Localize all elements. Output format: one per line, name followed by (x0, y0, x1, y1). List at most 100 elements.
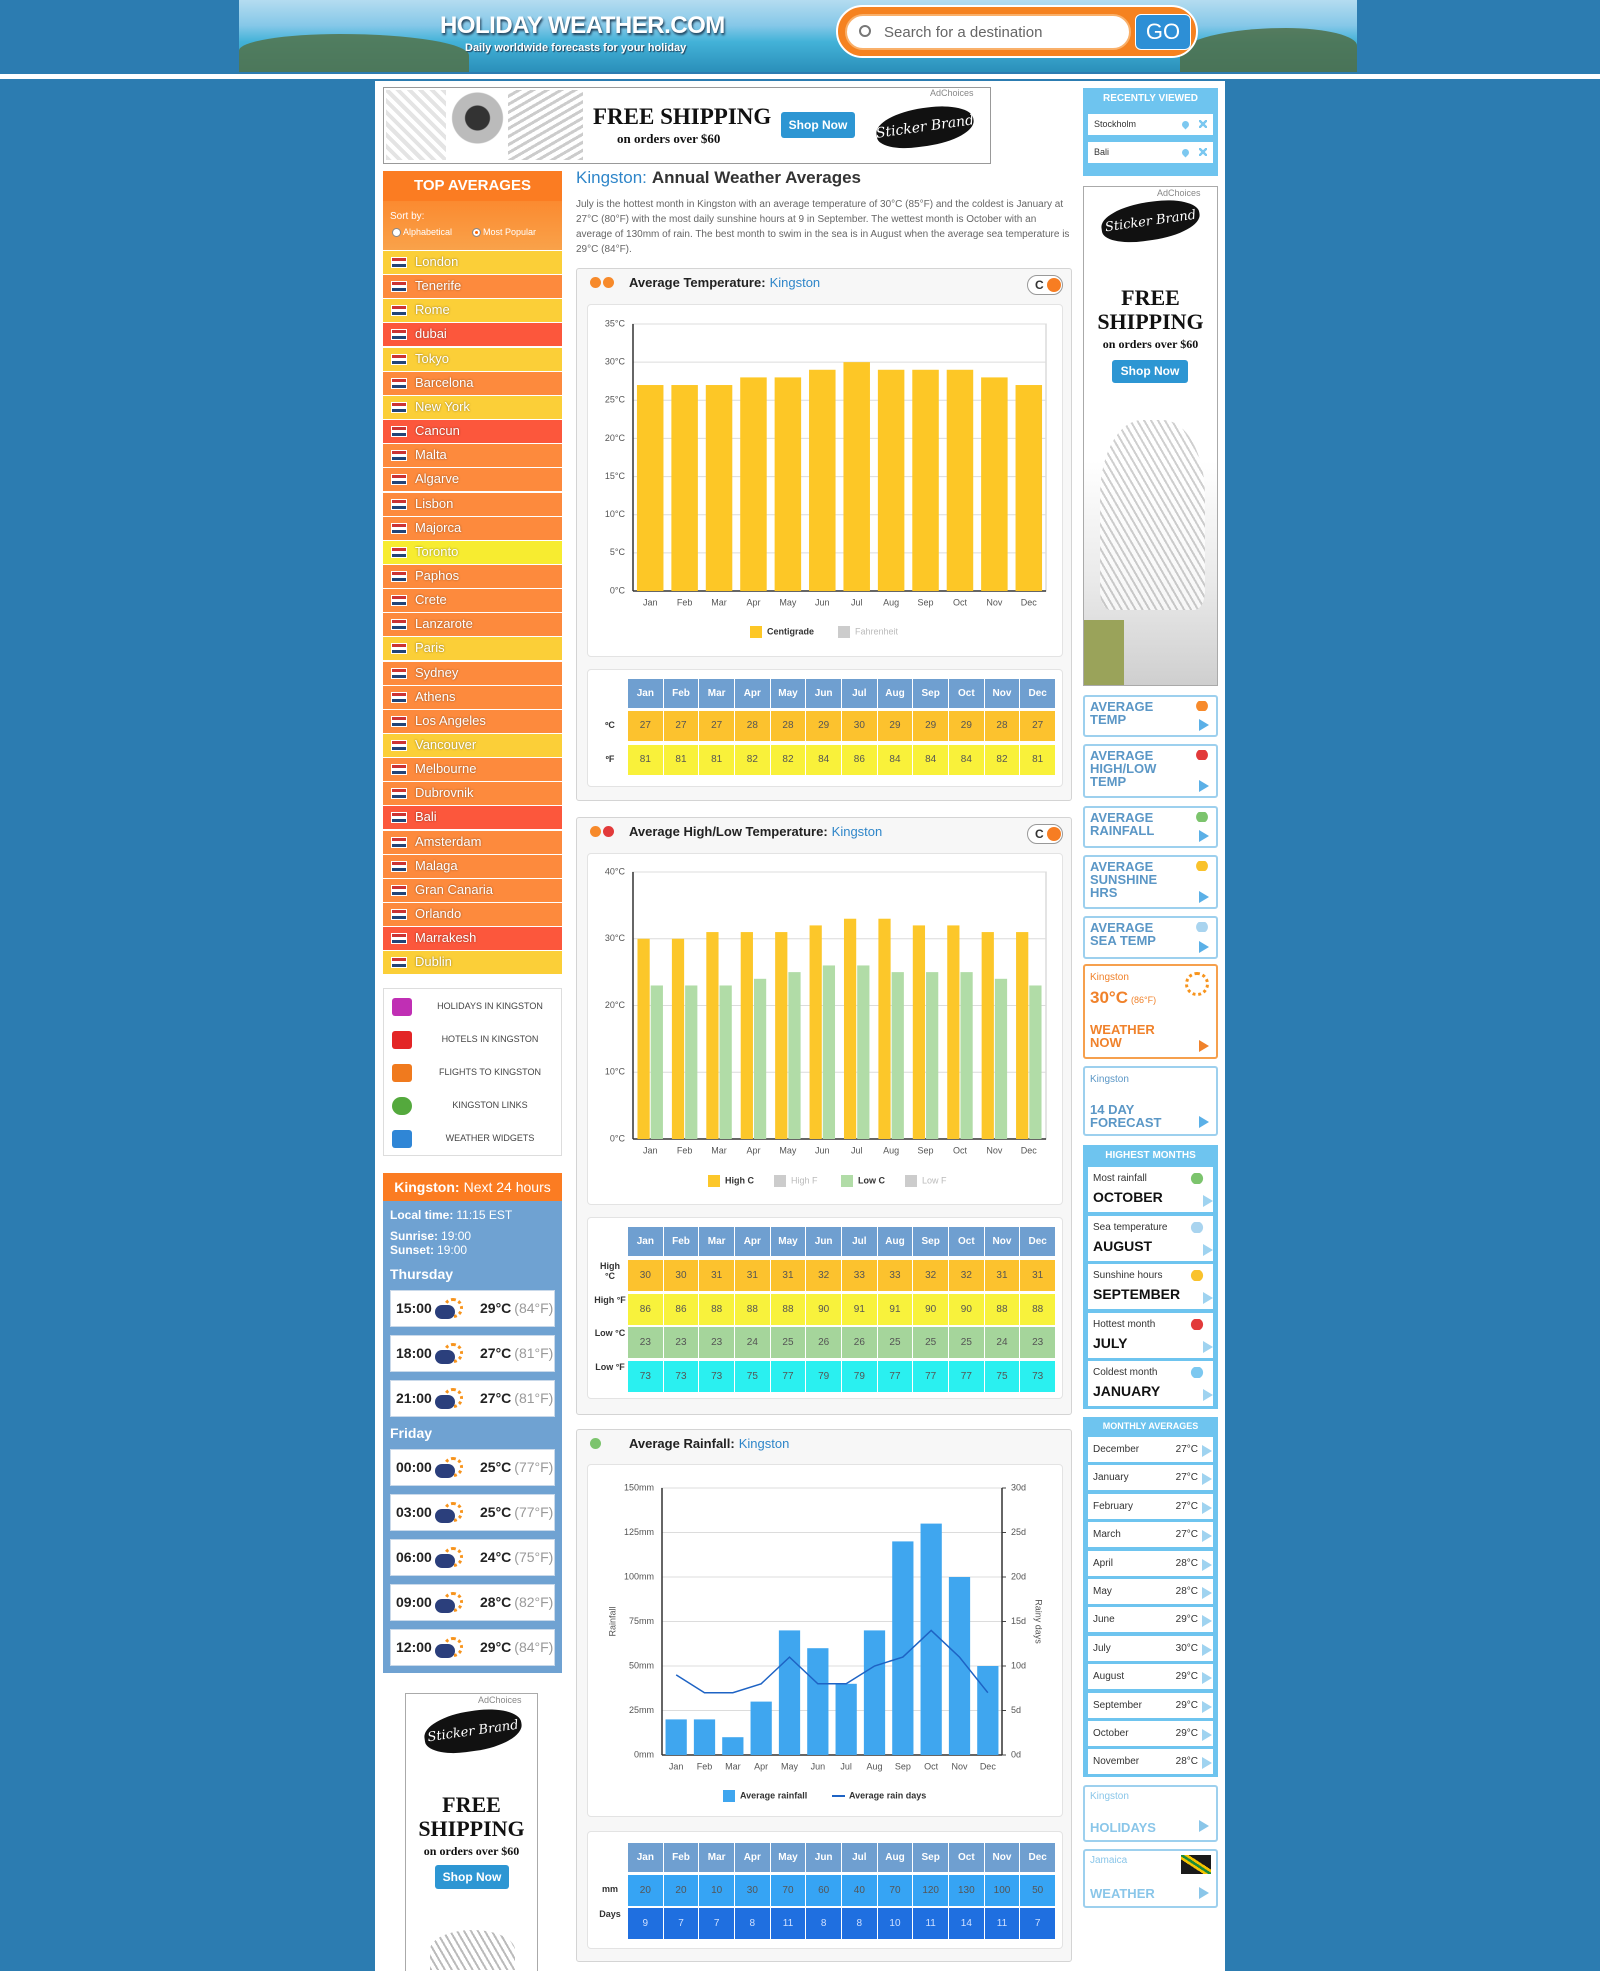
unit-toggle[interactable]: C (1027, 275, 1063, 295)
nav-box[interactable]: AVERAGE RAINFALL (1083, 806, 1218, 848)
table-cell: 26 (806, 1327, 841, 1358)
table-cell: 24 (735, 1327, 770, 1358)
arrow (1202, 1615, 1212, 1628)
city-row[interactable]: Lanzarote (383, 613, 562, 637)
city-row[interactable]: Majorca (383, 516, 562, 540)
monthly-month: September (1093, 1699, 1142, 1711)
logo[interactable]: HOLIDAY WEATHER.COM (440, 12, 725, 39)
flag (391, 788, 407, 800)
city-row[interactable]: Algarve (383, 468, 562, 492)
city-row[interactable]: Athens (383, 685, 562, 709)
top-averages-title: TOP AVERAGES (383, 171, 562, 201)
city-row[interactable]: Dublin (383, 951, 562, 975)
city-row[interactable]: dubai (383, 323, 562, 347)
city-row[interactable]: Paphos (383, 564, 562, 588)
temp-c: 25°C (480, 1504, 512, 1520)
city-row[interactable]: Malaga (383, 854, 562, 878)
holidays-box[interactable]: Kingston HOLIDAYS (1083, 1785, 1218, 1842)
link-text[interactable]: HOTELS IN KINGSTON (441, 1034, 539, 1044)
table-cell: 10 (699, 1875, 734, 1906)
arrow (1199, 1040, 1209, 1052)
city-name: Melbourne (415, 761, 477, 777)
hour-time: 21:00 (396, 1390, 432, 1406)
arrow (1202, 1700, 1212, 1713)
monthly-item[interactable]: February 27°C (1088, 1493, 1213, 1519)
highest-item[interactable]: Hottest month JULY (1088, 1312, 1213, 1358)
monthly-item[interactable]: October 29°C (1088, 1721, 1213, 1746)
link-text[interactable]: FLIGHTS TO KINGSTON (438, 1067, 542, 1077)
arrow (1203, 1340, 1213, 1353)
nav-box[interactable]: AVERAGE SUNSHINE HRS (1083, 855, 1218, 909)
city-row[interactable]: Amsterdam (383, 830, 562, 854)
city-row[interactable]: Vancouver (383, 734, 562, 757)
recent-item[interactable]: Bali (1088, 142, 1213, 163)
flag (391, 860, 407, 872)
unit-toggle[interactable]: C (1027, 824, 1063, 844)
nav-box[interactable]: AVERAGE HIGH/LOW TEMP (1083, 744, 1218, 798)
city-row[interactable]: Paris (383, 637, 562, 661)
radio[interactable] (392, 228, 401, 237)
country-weather-box[interactable]: Jamaica WEATHER (1083, 1849, 1218, 1908)
city-row[interactable]: Gran Canaria (383, 878, 562, 902)
city-row[interactable]: Melbourne (383, 758, 562, 782)
table-cell: 30 (628, 1260, 663, 1291)
highest-label: Most rainfall (1093, 1173, 1147, 1184)
radio[interactable] (472, 228, 481, 237)
city-row[interactable]: Cancun (383, 420, 562, 444)
search-button[interactable]: GO (1135, 14, 1191, 50)
monthly-item[interactable]: November 28°C (1088, 1749, 1213, 1775)
link-text[interactable]: KINGSTON LINKS (452, 1100, 528, 1110)
highest-item[interactable]: Sunshine hours SEPTEMBER (1088, 1264, 1213, 1309)
city-row[interactable]: Rome (383, 299, 562, 323)
city-row[interactable]: Marrakesh (383, 927, 562, 951)
search-input[interactable]: Search for a destination (845, 14, 1131, 50)
monthly-item[interactable]: September 29°C (1088, 1692, 1213, 1718)
city-row[interactable]: New York (383, 395, 562, 419)
city-row[interactable]: Bali (383, 806, 562, 830)
city-row[interactable]: Barcelona (383, 371, 562, 395)
city-row[interactable]: Malta (383, 444, 562, 468)
chart-box (587, 304, 1063, 657)
highest-item[interactable]: Coldest month JANUARY (1088, 1361, 1213, 1406)
city-name: Dublin (415, 954, 452, 970)
city-row[interactable]: Los Angeles (383, 709, 562, 733)
city-row[interactable]: Sydney (383, 661, 562, 685)
city-row[interactable]: Tenerife (383, 275, 562, 299)
table-cell: 8 (842, 1908, 877, 1939)
city-row[interactable]: Tokyo (383, 347, 562, 371)
city-row[interactable]: Dubrovnik (383, 782, 562, 806)
flag (391, 957, 407, 969)
monthly-item[interactable]: May 28°C (1088, 1579, 1213, 1604)
city-row[interactable]: Lisbon (383, 492, 562, 516)
table-cell: 70 (770, 1875, 806, 1906)
monthly-item[interactable]: March 27°C (1088, 1522, 1213, 1548)
ad-button[interactable]: Shop Now (435, 1865, 509, 1889)
ad-button[interactable]: Shop Now (1112, 360, 1188, 383)
highest-item[interactable]: Most rainfall OCTOBER (1088, 1167, 1213, 1212)
arrow (1202, 1558, 1212, 1571)
link-text[interactable]: WEATHER WIDGETS (445, 1133, 535, 1143)
link-icon (392, 998, 412, 1016)
table-cell: 90 (913, 1294, 948, 1325)
table-cell: 91 (877, 1294, 913, 1325)
highest-item[interactable]: Sea temperature AUGUST (1088, 1215, 1213, 1261)
monthly-item[interactable]: January 27°C (1088, 1465, 1213, 1491)
forecast-box[interactable]: Kingston 14 DAY FORECAST (1083, 1066, 1218, 1136)
city-row[interactable]: Crete (383, 589, 562, 613)
table-cell: 86 (842, 745, 877, 775)
nav-box[interactable]: AVERAGE SEA TEMP (1083, 916, 1218, 959)
monthly-item[interactable]: July 30°C (1088, 1635, 1213, 1661)
city-row[interactable]: London (383, 251, 562, 274)
monthly-item[interactable]: August 29°C (1088, 1664, 1213, 1690)
ad-button[interactable]: Shop Now (781, 112, 855, 138)
link-text[interactable]: HOLIDAYS IN KINGSTON (437, 1001, 543, 1011)
monthly-item[interactable]: June 29°C (1088, 1607, 1213, 1633)
monthly-item[interactable]: April 28°C (1088, 1550, 1213, 1576)
monthly-item[interactable]: December 27°C (1088, 1437, 1213, 1462)
city-row[interactable]: Orlando (383, 903, 562, 927)
nav-box[interactable]: AVERAGE TEMP (1083, 695, 1218, 737)
city-row[interactable]: Toronto (383, 540, 562, 564)
recent-item[interactable]: Stockholm (1088, 114, 1213, 135)
weather-now-box[interactable]: Kingston 30°C (86°F) WEATHER NOW (1083, 964, 1218, 1059)
city-name: Algarve (415, 471, 460, 487)
